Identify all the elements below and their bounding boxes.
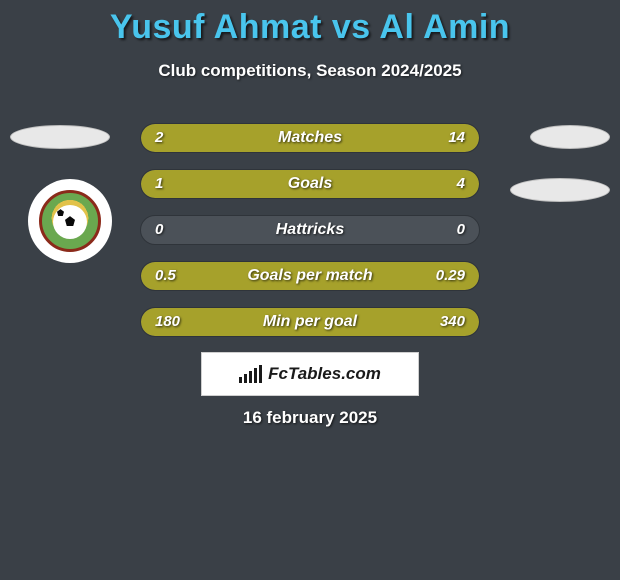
stat-row: 00Hattricks <box>140 215 480 245</box>
stat-label: Goals per match <box>141 262 479 290</box>
brand-box: FcTables.com <box>201 352 419 396</box>
stat-rows: 214Matches 14Goals 00Hattricks 0.50.29Goals… <box>140 123 480 353</box>
stat-label: Min per goal <box>141 308 479 336</box>
date-text: 16 february 2025 <box>0 408 620 428</box>
player-right-placeholder <box>530 125 610 149</box>
page-title: Yusuf Ahmat vs Al Amin <box>0 0 620 47</box>
stat-label: Goals <box>141 170 479 198</box>
stat-row: 0.50.29Goals per match <box>140 261 480 291</box>
player-left-placeholder <box>10 125 110 149</box>
stat-row: 180340Min per goal <box>140 307 480 337</box>
barchart-icon <box>239 365 262 383</box>
club-crest-icon <box>39 190 101 252</box>
stat-row: 214Matches <box>140 123 480 153</box>
club-right-placeholder <box>510 178 610 202</box>
subtitle: Club competitions, Season 2024/2025 <box>0 61 620 81</box>
club-left-badge <box>28 179 112 263</box>
brand-text: FcTables.com <box>268 364 381 384</box>
stat-label: Hattricks <box>141 216 479 244</box>
stat-label: Matches <box>141 124 479 152</box>
stat-row: 14Goals <box>140 169 480 199</box>
football-icon <box>53 205 87 239</box>
